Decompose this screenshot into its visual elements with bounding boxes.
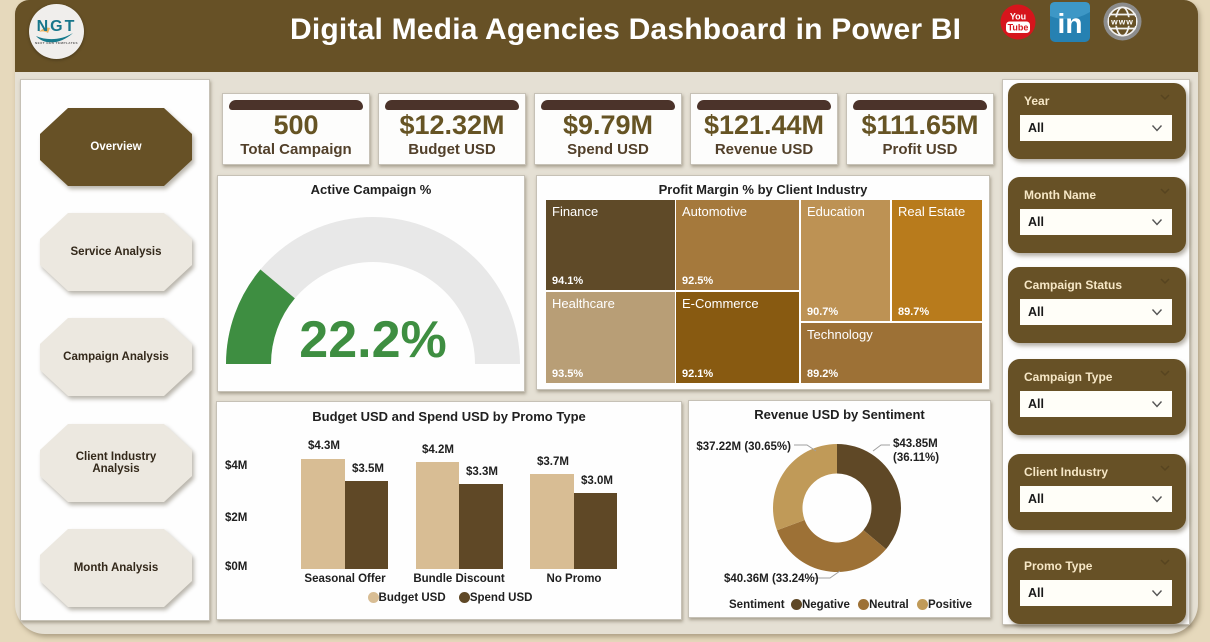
svg-text:$40.36M (33.24%): $40.36M (33.24%) [724, 573, 819, 585]
svg-text:Tube: Tube [1008, 23, 1029, 33]
svg-text:You: You [1010, 12, 1026, 22]
svg-text:www: www [1110, 17, 1134, 27]
svg-text:$37.22M (30.65%): $37.22M (30.65%) [696, 441, 791, 453]
svg-text:$43.85M: $43.85M [893, 438, 938, 450]
svg-text:in: in [1058, 8, 1083, 39]
svg-text:22.2%: 22.2% [299, 311, 446, 369]
svg-text:(36.11%): (36.11%) [893, 452, 939, 464]
